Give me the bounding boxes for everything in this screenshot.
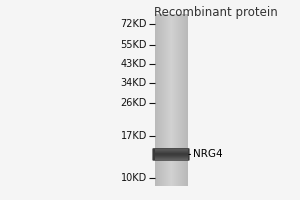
- Bar: [164, 14, 165, 186]
- Text: 17KD: 17KD: [121, 131, 147, 141]
- Bar: [154, 155, 188, 156]
- Bar: [173, 14, 174, 186]
- Bar: [154, 152, 188, 153]
- Bar: [157, 14, 158, 186]
- Bar: [162, 14, 164, 186]
- Bar: [167, 14, 168, 186]
- Bar: [181, 14, 182, 186]
- Text: 34KD: 34KD: [121, 78, 147, 88]
- Bar: [158, 14, 159, 186]
- Bar: [174, 14, 175, 186]
- Bar: [180, 14, 181, 186]
- Bar: [178, 14, 179, 186]
- Bar: [172, 14, 173, 186]
- Bar: [170, 14, 171, 186]
- Bar: [160, 14, 161, 186]
- Bar: [158, 14, 159, 186]
- Bar: [175, 14, 176, 186]
- Bar: [180, 14, 181, 186]
- Text: 72KD: 72KD: [121, 19, 147, 29]
- Bar: [154, 14, 155, 186]
- Bar: [154, 149, 188, 150]
- Bar: [164, 14, 165, 186]
- FancyBboxPatch shape: [152, 148, 190, 161]
- Bar: [170, 14, 171, 186]
- Bar: [155, 14, 156, 186]
- Bar: [165, 14, 166, 186]
- Bar: [183, 14, 184, 186]
- Bar: [161, 14, 162, 186]
- Bar: [157, 14, 158, 186]
- Bar: [160, 14, 161, 186]
- Bar: [154, 150, 188, 151]
- Bar: [166, 14, 167, 186]
- Text: 55KD: 55KD: [121, 40, 147, 50]
- Bar: [179, 14, 180, 186]
- Text: Recombinant protein: Recombinant protein: [154, 6, 278, 19]
- Bar: [162, 14, 163, 186]
- Bar: [159, 14, 160, 186]
- Bar: [177, 14, 178, 186]
- Bar: [169, 14, 170, 186]
- Bar: [154, 153, 188, 154]
- Text: 26KD: 26KD: [121, 98, 147, 108]
- Bar: [185, 14, 186, 186]
- Bar: [154, 14, 188, 186]
- Bar: [156, 14, 157, 186]
- Bar: [154, 154, 188, 155]
- Bar: [154, 151, 188, 152]
- Bar: [186, 14, 187, 186]
- Bar: [154, 158, 188, 159]
- Bar: [185, 14, 187, 186]
- Text: 10KD: 10KD: [121, 173, 147, 183]
- Bar: [168, 14, 169, 186]
- Bar: [163, 14, 164, 186]
- Bar: [176, 14, 177, 186]
- Bar: [168, 14, 169, 186]
- Bar: [154, 159, 188, 160]
- Bar: [154, 157, 188, 158]
- Bar: [182, 14, 183, 186]
- Bar: [176, 14, 177, 186]
- Text: 43KD: 43KD: [121, 59, 147, 69]
- Text: NRG4: NRG4: [194, 149, 223, 159]
- Bar: [154, 156, 188, 157]
- Bar: [187, 14, 188, 186]
- Bar: [184, 14, 185, 186]
- Bar: [171, 14, 172, 186]
- Bar: [174, 14, 175, 186]
